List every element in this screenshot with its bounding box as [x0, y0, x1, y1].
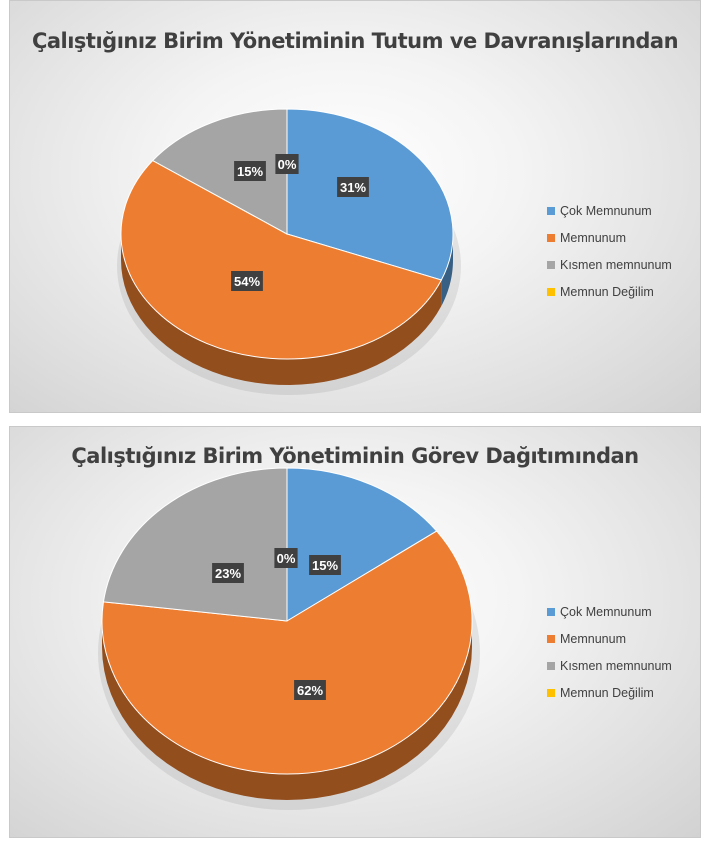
legend-item: Kısmen memnunum: [547, 652, 697, 679]
data-label-text: 15%: [312, 558, 338, 573]
chart-title: Çalıştığınız Birim Yönetiminin Görev Dağ…: [10, 440, 700, 473]
legend-swatch: [547, 607, 555, 616]
pie-slice: [286, 467, 438, 622]
data-label-text: 23%: [215, 566, 241, 581]
legend-label: Kısmen memnunum: [560, 658, 672, 673]
legend-label: Memnun Değilim: [560, 685, 654, 700]
legend: Çok Memnunum Memnunum Kısmen memnunum Me…: [547, 598, 697, 706]
data-label: 15%: [309, 555, 341, 575]
legend-swatch: [547, 233, 555, 242]
legend-item: Çok Memnunum: [547, 598, 697, 625]
legend-swatch: [547, 661, 555, 670]
data-label: 0%: [275, 154, 299, 174]
pie-chart: 15% 62% 23% 0%: [98, 467, 480, 810]
legend-label: Memnunum: [560, 631, 626, 646]
legend-item: Memnun Değilim: [547, 278, 697, 305]
pie-slice-side: [102, 621, 472, 800]
pie-slice-side: [441, 234, 453, 307]
pie-slice: [151, 108, 288, 235]
data-label: 23%: [212, 563, 244, 583]
pie-slice: [286, 108, 454, 281]
data-label: 15%: [234, 161, 266, 181]
data-label-text: 31%: [340, 180, 366, 195]
data-label: 0%: [274, 548, 298, 568]
legend-label: Çok Memnunum: [560, 203, 652, 218]
data-label: 62%: [294, 680, 326, 700]
legend-item: Memnun Değilim: [547, 679, 697, 706]
legend-swatch: [547, 206, 555, 215]
legend-swatch: [547, 688, 555, 697]
legend-item: Kısmen memnunum: [547, 251, 697, 278]
legend-item: Memnunum: [547, 224, 697, 251]
legend-item: Çok Memnunum: [547, 197, 697, 224]
pie-chart: 31% 54% 15% 0%: [117, 108, 461, 395]
chart-title-text: Çalıştığınız Birim Yönetiminin Görev Dağ…: [71, 444, 639, 468]
data-label: 31%: [337, 177, 369, 197]
legend: Çok Memnunum Memnunum Kısmen memnunum Me…: [547, 197, 697, 305]
pie-slice: [102, 467, 288, 622]
legend-label: Kısmen memnunum: [560, 257, 672, 272]
chart-panel-2: Çalıştığınız Birim Yönetiminin Görev Dağ…: [9, 426, 701, 838]
legend-swatch: [547, 287, 555, 296]
chart-panel-1: Çalıştığınız Birim Yönetiminin Tutum ve …: [9, 0, 701, 413]
data-label-text: 54%: [234, 274, 260, 289]
pie-slice: [101, 530, 473, 775]
legend-swatch: [547, 260, 555, 269]
data-label: 54%: [231, 271, 263, 291]
legend-label: Çok Memnunum: [560, 604, 652, 619]
data-label-text: 0%: [278, 157, 297, 172]
data-label-text: 62%: [297, 683, 323, 698]
chart-title: Çalıştığınız Birim Yönetiminin Tutum ve …: [10, 25, 700, 58]
data-label-text: 0%: [277, 551, 296, 566]
legend-label: Memnunum: [560, 230, 626, 245]
pie-slice: [120, 159, 443, 360]
chart-title-text: Çalıştığınız Birim Yönetiminin Tutum ve …: [31, 29, 679, 53]
legend-item: Memnunum: [547, 625, 697, 652]
legend-label: Memnun Değilim: [560, 284, 654, 299]
data-label-text: 15%: [237, 164, 263, 179]
pie-slice-side: [121, 234, 442, 385]
legend-swatch: [547, 634, 555, 643]
